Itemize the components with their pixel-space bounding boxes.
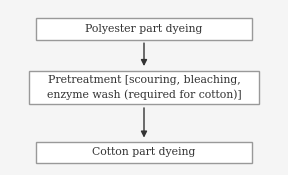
- Text: Polyester part dyeing: Polyester part dyeing: [85, 24, 203, 34]
- FancyBboxPatch shape: [29, 71, 259, 104]
- FancyBboxPatch shape: [36, 142, 252, 163]
- FancyBboxPatch shape: [36, 18, 252, 40]
- Text: Pretreatment [scouring, bleaching,
enzyme wash (required for cotton)]: Pretreatment [scouring, bleaching, enzym…: [47, 75, 241, 100]
- Text: Cotton part dyeing: Cotton part dyeing: [92, 148, 196, 158]
